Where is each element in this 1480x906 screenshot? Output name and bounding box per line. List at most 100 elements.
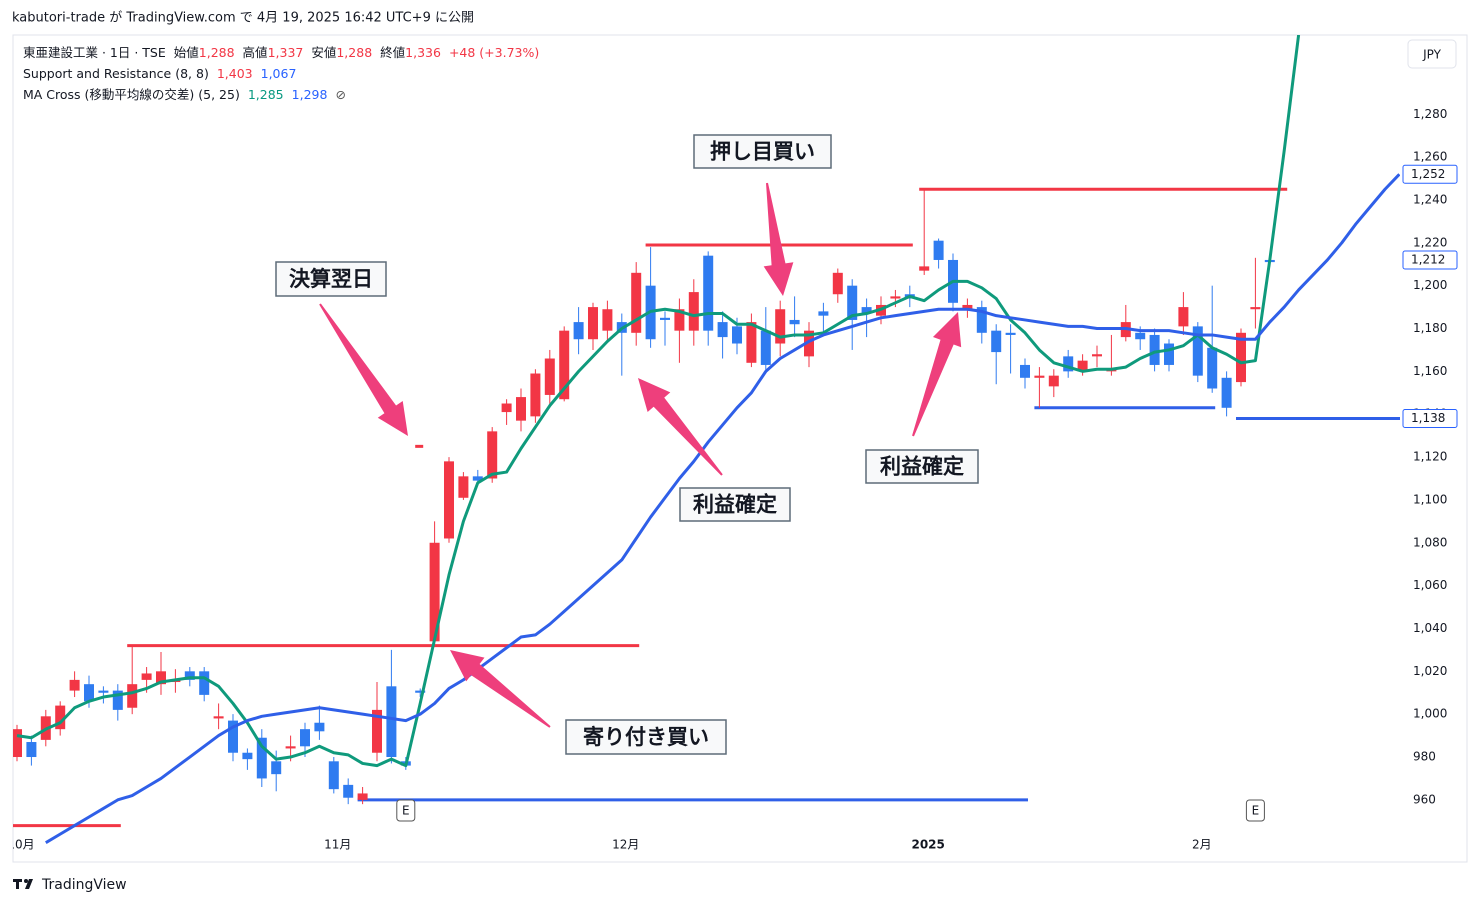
candle-body (1048, 375, 1059, 387)
candle-body (127, 684, 138, 708)
y-tick-label: 1,120 (1413, 450, 1447, 464)
candle-body (314, 722, 325, 732)
ohlc-label: 高値 (243, 45, 268, 60)
candle-body (674, 309, 685, 331)
y-tick-label: 960 (1413, 792, 1436, 806)
candle-body (55, 705, 66, 730)
candle-body (1192, 326, 1203, 376)
y-tick-label: 1,280 (1413, 107, 1447, 121)
candle-body (919, 266, 930, 271)
currency[interactable]: JPY (1422, 48, 1442, 62)
candle-body (98, 690, 109, 693)
currency-button[interactable] (1407, 39, 1457, 69)
candle-body (1034, 375, 1045, 378)
candle-body (746, 322, 757, 363)
indicator-value: 1,298 (292, 87, 328, 102)
candle-body (228, 720, 238, 753)
indicator-value: 1,067 (261, 66, 297, 81)
annotation: 押し目買い (710, 140, 815, 164)
price-label-box (1402, 409, 1458, 429)
earnings-marker (1245, 799, 1265, 822)
candle-body (1178, 307, 1189, 327)
footer: TradingView (41, 877, 127, 893)
candle-body (1221, 377, 1232, 408)
candle-body (1092, 354, 1102, 357)
annotation: 利益確定 (693, 493, 777, 517)
y-tick-label: 1,100 (1413, 492, 1447, 506)
ohlc-label: 終値 (380, 45, 405, 60)
logo (13, 879, 33, 889)
candle-body (559, 330, 570, 400)
ohlc-label: 始値 (174, 45, 199, 60)
y-tick-label: 980 (1413, 750, 1436, 764)
candle-body (112, 690, 123, 710)
arrow (450, 650, 551, 728)
candle-body (372, 709, 382, 753)
indicator-value: 1,403 (217, 66, 253, 81)
y-tick-label: 1,200 (1413, 278, 1447, 292)
price-label: 1,212 (1411, 252, 1445, 266)
candle-body (386, 686, 397, 758)
ohlc-value: 1,288 (199, 45, 235, 60)
price-label-box (1402, 164, 1458, 184)
candle-body (213, 716, 224, 719)
candle-body (444, 461, 454, 539)
candle-body (357, 793, 368, 800)
y-axis: 960 980 1,000 1,020 1,040 1,060 1,080 1,100 1,12… (1402, 107, 1458, 806)
earnings-marker (396, 799, 416, 822)
candle-body (1250, 307, 1261, 310)
candle-body (933, 240, 944, 260)
ohlc-value: 1,337 (268, 45, 304, 60)
y-tick-label: 1,080 (1413, 535, 1447, 549)
candle-body (156, 671, 166, 685)
legend-line: 東亜建設工業 · 1日 · TSE 始値1,288 高値1,337 安値1,28… (23, 45, 539, 60)
y-tick-label: 1,000 (1413, 707, 1447, 721)
candle-body (530, 373, 541, 417)
hidden-icon: ⊘ (335, 87, 345, 102)
candle-body (1164, 343, 1174, 365)
candle-body (991, 330, 1002, 353)
candle-body (732, 326, 742, 344)
x-tick-label: 10月 (7, 838, 34, 852)
candle-body (487, 431, 498, 479)
candle-body (804, 330, 814, 357)
candle-body (861, 307, 872, 314)
y-tick-label: 1,060 (1413, 578, 1447, 592)
indicator: MA Cross (移動平均線の交差) (5, 25) 1,285 1,298 ⊘ (23, 87, 346, 102)
candle-body (285, 746, 296, 749)
candle-body (13, 729, 22, 758)
header: kabutori-trade が TradingView.com で 4月 19… (12, 11, 474, 26)
candle-body (1063, 356, 1074, 372)
candle-body (703, 255, 714, 331)
candle-body (1149, 334, 1160, 365)
candle-body (501, 403, 512, 413)
arrow (638, 378, 723, 476)
y-tick-label: 1,180 (1413, 321, 1447, 335)
candle-body (588, 307, 598, 340)
y-tick-label: 1,160 (1413, 364, 1447, 378)
y-tick-label: 1,220 (1413, 235, 1447, 249)
y-tick-label: 1,260 (1413, 150, 1447, 164)
candle-body (516, 397, 526, 421)
price-label: 1,138 (1411, 411, 1445, 425)
candle-body (818, 311, 829, 316)
indicator-name: Support and Resistance (8, 8) (23, 66, 209, 81)
y-tick-label: 1,040 (1413, 621, 1447, 635)
candle-body (84, 684, 94, 702)
candle-body (256, 737, 267, 779)
annotation: 寄り付き買い (583, 725, 709, 749)
candle-body (717, 322, 728, 338)
candle-body (1236, 332, 1246, 383)
annotation-box (275, 261, 387, 297)
annotation-box (693, 134, 832, 169)
candle-body (199, 671, 210, 695)
candle-body (962, 304, 973, 310)
change: +48 (+3.73%) (449, 45, 539, 60)
candle-body (847, 285, 858, 320)
x-tick-label: 11月 (324, 838, 351, 852)
candle-body (660, 317, 670, 320)
candle-body (976, 307, 987, 333)
candle-body (890, 296, 901, 299)
annotation: 決算翌日 (289, 267, 373, 291)
